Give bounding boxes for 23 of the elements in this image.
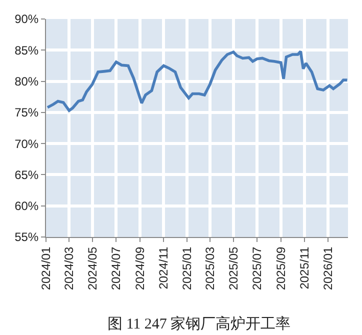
x-tick-label: 2025/09 [274, 246, 288, 290]
line-series [46, 50, 348, 112]
x-tick-label: 2024/03 [62, 246, 76, 290]
y-tick-label: 70% [14, 136, 39, 151]
y-tick-label: 60% [14, 199, 39, 214]
y-tick-label: 65% [14, 168, 39, 182]
x-tick-label: 2025/03 [202, 246, 217, 290]
x-tick-label: 2024/05 [86, 246, 100, 290]
text: 图 11 247 家钢厂高炉开工率 [108, 315, 291, 332]
y-tick-label: 80% [14, 74, 39, 88]
y-tick-label: 55% [14, 230, 39, 244]
x-tick-label: 2024/09 [133, 246, 148, 290]
y-tick-label: 85% [14, 43, 39, 58]
y-tick-label: 75% [14, 106, 39, 120]
x-tick-label: 2026/01 [320, 246, 335, 290]
x-tick-label: 2025/11 [297, 246, 312, 290]
x-tick-label: 2025/01 [180, 246, 194, 290]
x-tick-label: 2024/11 [156, 246, 171, 290]
x-tick-label: 2024/07 [109, 246, 124, 290]
y-tick-label: 90% [14, 12, 39, 26]
x-tick-label: 2025/05 [226, 246, 240, 290]
x-tick-label: 2025/07 [250, 246, 264, 290]
x-tick-label: 2024/01 [38, 246, 53, 290]
